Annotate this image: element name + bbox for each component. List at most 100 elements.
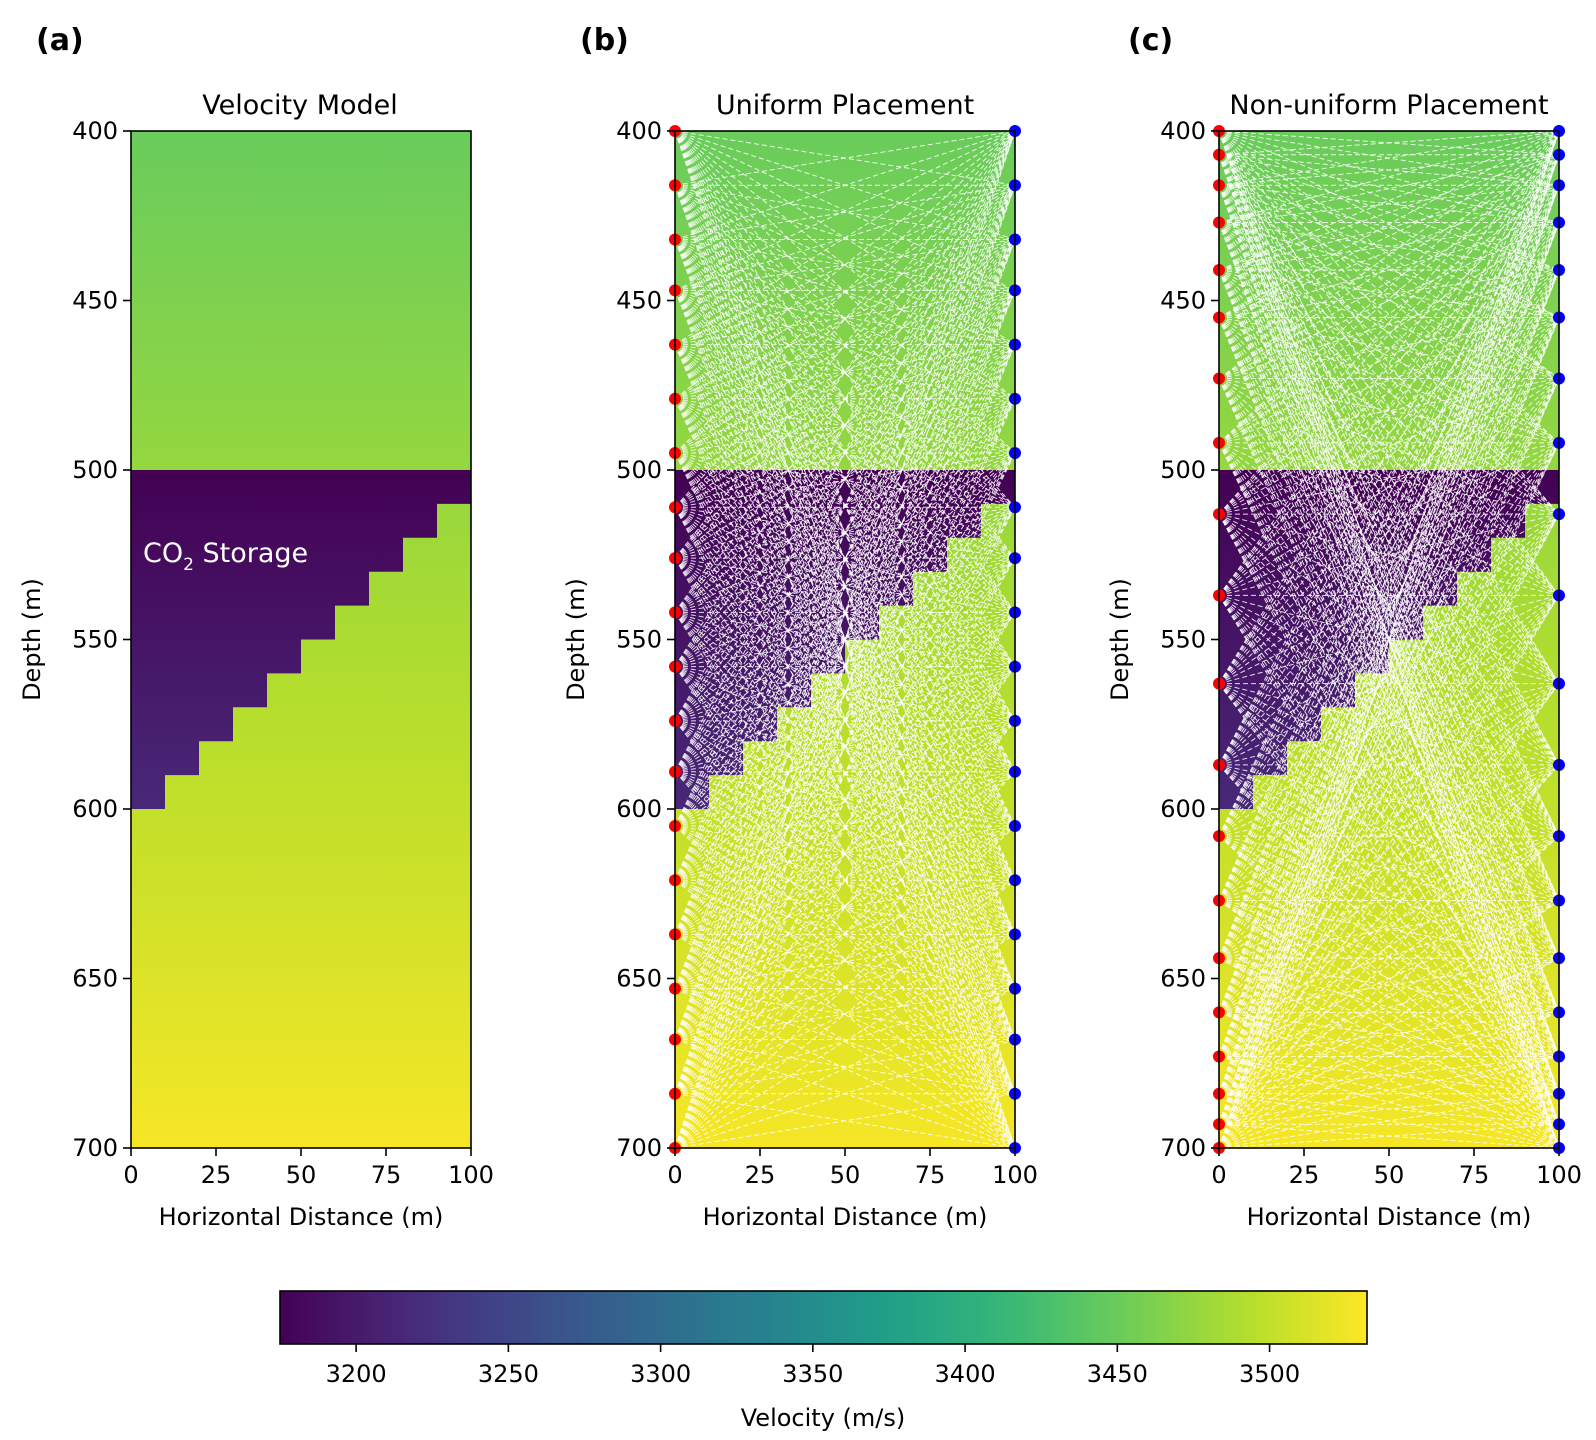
ray-path: [1218, 835, 1560, 902]
ray-path: [1218, 595, 1560, 901]
ray-path: [674, 290, 1016, 1094]
ray-path: [1218, 317, 1560, 1094]
y-tick-label: 550: [72, 626, 118, 654]
panel-c-letter: (c): [1128, 23, 1173, 58]
ray-path: [674, 130, 1016, 667]
ray-path: [1218, 184, 1560, 596]
ray-path: [1218, 513, 1560, 1013]
colorbar: 3200 3250 3300 3350 3400 3450 3500 Velocity (m…: [279, 1290, 1368, 1432]
ray-path: [1218, 130, 1560, 224]
colorbar-ticks: 3200 3250 3300 3350 3400 3450 3500: [326, 1344, 1300, 1388]
ray-path: [1218, 222, 1560, 837]
ray-path: [674, 290, 1016, 881]
y-tick-label: 600: [616, 795, 662, 823]
ray-path: [1218, 442, 1560, 596]
ray-path: [674, 720, 1016, 1149]
ray-path: [1218, 317, 1560, 515]
ray-path: [674, 452, 1016, 935]
ray-path: [1218, 513, 1560, 901]
ray-path: [1218, 513, 1560, 596]
x-tick-label: 0: [1211, 1161, 1226, 1189]
ray-path: [674, 239, 1016, 989]
colorbar-tick-label: 3300: [630, 1360, 691, 1388]
ray-path: [1218, 442, 1560, 1013]
ray-path: [674, 239, 1016, 722]
panel-b-x-axis: 0 25 50 75 100: [667, 1148, 1038, 1189]
ray-path: [1218, 900, 1560, 1095]
panel-c: (c) Non-uniform Placement 0 25 50 75 100 400…: [1106, 23, 1582, 1231]
ray-path: [1218, 185, 1560, 1125]
ray-path: [1218, 154, 1560, 596]
ray-path: [1218, 1011, 1560, 1149]
panel-a-y-axis: 400 450 500 550 600 650 700: [72, 117, 131, 1162]
panel-b-letter: (b): [580, 23, 629, 58]
ray-path: [1218, 130, 1560, 515]
ray-path: [674, 185, 1016, 1149]
ray-path: [1218, 442, 1560, 1149]
ray-path: [1218, 683, 1560, 766]
ray-path: [674, 185, 1016, 989]
ray-path: [674, 452, 1016, 508]
ray-path: [674, 184, 1016, 667]
ray-path: [1218, 513, 1560, 685]
ray-path: [674, 290, 1016, 827]
ray-path: [1218, 595, 1560, 1095]
ray-path: [1218, 764, 1560, 1095]
ray-path: [1218, 595, 1560, 1125]
ray-path: [1218, 130, 1560, 1149]
ray-path: [1218, 269, 1560, 901]
panel-b-transducers: [669, 125, 1021, 1154]
ray-path: [1218, 184, 1560, 684]
ray-path: [1218, 317, 1560, 1125]
ray-path: [1218, 1011, 1560, 1095]
x-tick-label: 50: [830, 1161, 861, 1189]
ray-path: [674, 557, 1016, 1149]
ray-path: [1218, 130, 1560, 1094]
ray-path: [1218, 154, 1560, 596]
ray-path: [1218, 378, 1560, 684]
ray-path: [1218, 222, 1560, 1094]
colorbar-tick-label: 3200: [326, 1360, 387, 1388]
ray-path: [1218, 130, 1560, 444]
ray-path: [674, 344, 1016, 722]
panel-b-title: Uniform Placement: [716, 90, 974, 121]
ray-path: [1218, 185, 1560, 1013]
x-tick-label: 0: [667, 1161, 682, 1189]
ray-path: [674, 130, 1016, 613]
ray-path: [1218, 764, 1560, 1125]
ray-path: [1218, 154, 1560, 224]
ray-path: [674, 130, 1016, 559]
ray-path: [674, 1039, 1016, 1149]
ray-path: [1218, 184, 1560, 379]
ray-path: [1218, 377, 1560, 444]
ray-path: [1218, 595, 1560, 1013]
ray-path: [674, 289, 1016, 346]
ray-path: [674, 290, 1016, 1040]
ray-path: [1218, 835, 1560, 1125]
ray-path: [674, 130, 1016, 508]
ray-path: [1218, 683, 1560, 1125]
ray-path: [1218, 442, 1560, 766]
ray-path: [674, 612, 1016, 1095]
x-tick-label: 100: [992, 1161, 1038, 1189]
ray-path: [674, 344, 1016, 827]
ray-path: [674, 130, 1016, 613]
y-tick-label: 450: [616, 287, 662, 315]
ray-path: [1218, 130, 1560, 271]
ray-path: [674, 771, 1016, 1149]
y-tick-label: 500: [1160, 456, 1206, 484]
ray-path: [1218, 317, 1560, 684]
y-tick-label: 650: [1160, 965, 1206, 993]
ray-path: [1218, 442, 1560, 684]
ray-path: [1218, 835, 1560, 1095]
ray-path: [674, 184, 1016, 240]
ray-path: [674, 666, 1016, 1149]
panel-a-heatmap: [131, 131, 471, 1148]
ray-path: [674, 344, 1016, 773]
panel-a-title: Velocity Model: [202, 90, 398, 121]
panel-c-xlabel: Horizontal Distance (m): [1247, 1203, 1532, 1231]
ray-path: [1218, 184, 1560, 271]
y-tick-label: 500: [72, 456, 118, 484]
ray-path: [1218, 317, 1560, 1149]
ray-path: [1218, 269, 1560, 1013]
